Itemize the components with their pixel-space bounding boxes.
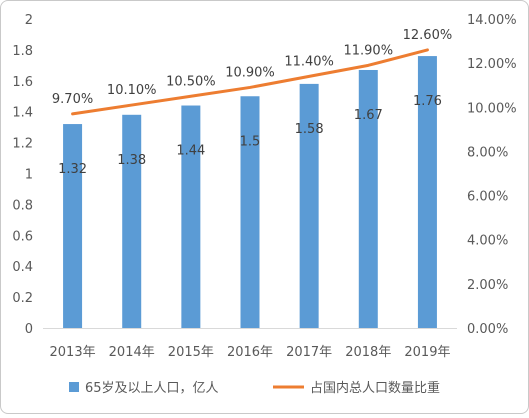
bar	[181, 105, 201, 329]
x-axis-category-label: 2019年	[404, 345, 450, 360]
bar	[63, 124, 83, 328]
right-axis-tick-label: 6.00%	[467, 190, 508, 205]
bar-data-label: 1.67	[354, 108, 383, 123]
left-axis-tick-label: 1.6	[12, 75, 33, 90]
left-axis-tick-label: 2	[25, 13, 33, 28]
right-axis-tick-label: 14.00%	[467, 13, 517, 28]
left-axis-tick-label: 0.8	[12, 198, 33, 213]
bar	[240, 96, 260, 328]
bar	[358, 69, 378, 329]
line-data-label: 10.10%	[107, 83, 157, 98]
left-axis-tick-label: 0.6	[12, 229, 33, 244]
x-axis-category-label: 2015年	[168, 345, 214, 360]
right-axis-tick-label: 0.00%	[467, 322, 508, 337]
bar-data-label: 1.5	[240, 134, 261, 149]
right-axis-tick-label: 12.00%	[467, 57, 517, 72]
bar-data-label: 1.58	[295, 122, 324, 137]
right-axis-tick-label: 4.00%	[467, 234, 508, 249]
bar	[299, 83, 319, 328]
line-data-label: 11.90%	[343, 43, 393, 58]
right-axis-tick-label: 8.00%	[467, 145, 508, 160]
bar-data-label: 1.32	[58, 162, 87, 177]
left-axis-tick-label: 1.8	[12, 44, 33, 59]
line-data-label: 10.90%	[225, 65, 275, 80]
line-data-label: 9.70%	[52, 92, 93, 107]
legend-label-bars: 65岁及以上人口，亿人	[85, 381, 219, 396]
right-axis-tick-label: 2.00%	[467, 278, 508, 293]
left-axis-tick-label: 1	[25, 168, 33, 183]
x-axis-category-label: 2016年	[227, 345, 273, 360]
bar-data-label: 1.44	[176, 144, 205, 159]
left-axis-tick-label: 0	[25, 322, 33, 337]
legend-label-line: 占国内总人口数量比重	[310, 380, 440, 396]
x-axis-category-label: 2017年	[286, 345, 332, 360]
bar	[122, 114, 142, 328]
left-axis-tick-label: 1.2	[12, 137, 33, 152]
share-line	[71, 48, 429, 116]
bar-data-label: 1.38	[117, 153, 146, 168]
line-data-label: 12.60%	[403, 28, 453, 43]
line-data-label: 11.40%	[284, 54, 334, 69]
line-data-label: 10.50%	[166, 74, 216, 89]
left-axis-tick-label: 1.4	[12, 106, 33, 121]
right-axis-tick-label: 10.00%	[467, 101, 517, 116]
x-axis-category-label: 2014年	[109, 345, 155, 360]
left-axis-tick-label: 0.2	[12, 291, 33, 306]
bar	[417, 56, 437, 329]
x-axis-category-label: 2018年	[345, 345, 391, 360]
bar-data-label: 1.76	[413, 94, 442, 109]
legend-swatch-bars	[69, 382, 79, 392]
left-axis-tick-label: 0.4	[12, 260, 33, 275]
x-axis-category-label: 2013年	[50, 345, 96, 360]
